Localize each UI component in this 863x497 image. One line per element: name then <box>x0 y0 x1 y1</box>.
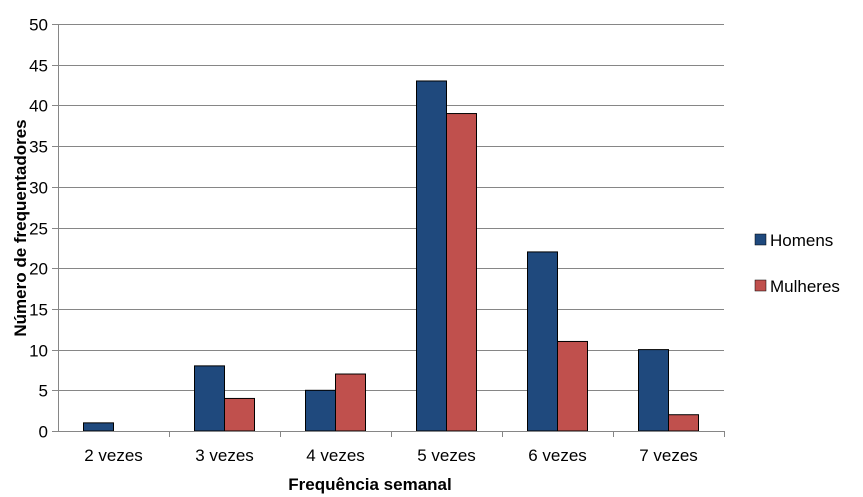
x-tick-label: 2 vezes <box>84 446 143 465</box>
legend-swatch-mulheres <box>754 279 767 292</box>
y-tick-label: 25 <box>29 220 48 239</box>
bar-homens-2-vezes <box>83 422 114 432</box>
y-tick-label: 35 <box>29 138 48 157</box>
x-tick-labels: 2 vezes 3 vezes 4 vezes 5 vezes 6 vezes 7 vez… <box>84 446 698 465</box>
x-axis-title: Frequência semanal <box>288 475 451 494</box>
y-axis-title: Número de frequentadores <box>11 119 30 336</box>
x-tick-label: 3 vezes <box>195 446 254 465</box>
x-tick-label: 4 vezes <box>306 446 365 465</box>
y-tick-label: 10 <box>29 342 48 361</box>
bar-mulheres-3-vezes <box>224 397 255 432</box>
bar-mulheres-7-vezes <box>668 414 699 432</box>
legend-swatch-homens <box>754 233 767 246</box>
y-tick-label: 0 <box>39 423 48 442</box>
gridlines <box>58 24 724 391</box>
bar-mulheres-5-vezes <box>446 113 477 432</box>
bars <box>83 80 699 432</box>
x-tick-label: 5 vezes <box>417 446 476 465</box>
y-tick-label: 30 <box>29 179 48 198</box>
legend-label-homens: Homens <box>770 231 833 250</box>
y-tick-label: 5 <box>39 382 48 401</box>
bar-homens-4-vezes <box>305 389 336 432</box>
axes <box>52 24 725 437</box>
bar-homens-6-vezes <box>527 251 558 432</box>
bar-homens-3-vezes <box>194 365 225 432</box>
y-tick-label: 45 <box>29 57 48 76</box>
bar-homens-7-vezes <box>638 349 669 432</box>
y-tick-label: 50 <box>29 16 48 35</box>
y-tick-labels: 0 5 10 15 20 25 30 35 40 45 50 <box>29 16 48 442</box>
y-tick-label: 40 <box>29 97 48 116</box>
bar-mulheres-6-vezes <box>557 340 588 432</box>
x-tick-label: 6 vezes <box>528 446 587 465</box>
legend: Homens Mulheres <box>754 231 840 296</box>
y-tick-label: 20 <box>29 260 48 279</box>
bar-homens-5-vezes <box>416 80 447 432</box>
y-tick-label: 15 <box>29 301 48 320</box>
x-tick-label: 7 vezes <box>639 446 698 465</box>
bar-mulheres-4-vezes <box>335 373 366 432</box>
legend-label-mulheres: Mulheres <box>770 277 840 296</box>
